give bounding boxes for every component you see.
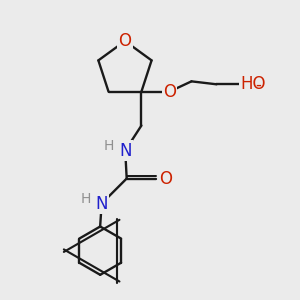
Text: O: O <box>163 83 176 101</box>
Text: N: N <box>119 142 131 160</box>
Text: -: - <box>255 75 261 93</box>
Text: HO: HO <box>240 75 266 93</box>
Text: O: O <box>118 32 131 50</box>
Text: N: N <box>95 194 108 212</box>
Text: H: H <box>104 139 114 153</box>
Text: O: O <box>159 169 172 188</box>
Text: H: H <box>80 192 91 206</box>
